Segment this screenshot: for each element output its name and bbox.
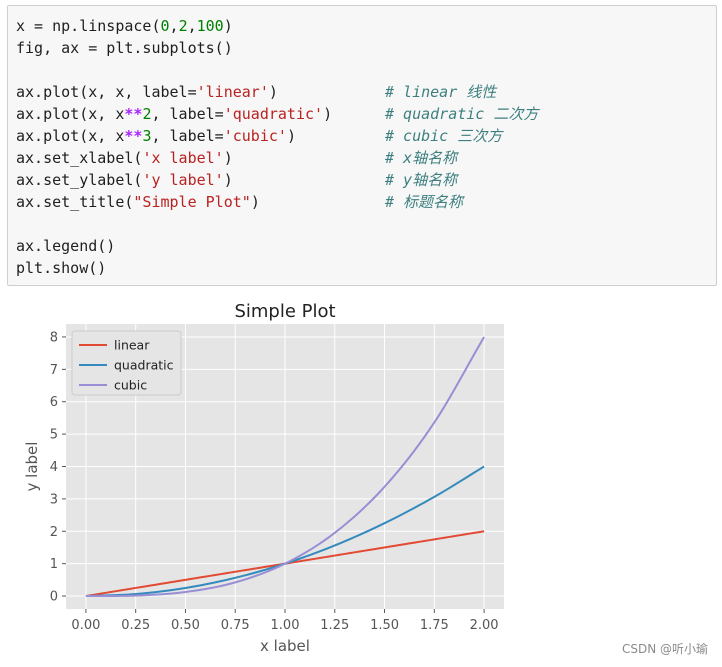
code-comment: # 标题名称: [385, 193, 464, 211]
x-tick-label: 0.00: [71, 618, 100, 633]
y-tick-label: 8: [50, 330, 58, 345]
code-cell[interactable]: x = np.linspace(0,2,100) fig, ax = plt.su…: [7, 5, 717, 286]
code-text: fig, ax = plt.subplots(): [16, 39, 233, 57]
x-tick-label: 1.50: [370, 618, 399, 633]
code-text: ax.plot(x, x**3, label='cubic'): [16, 127, 296, 145]
code-comment: # y轴名称: [385, 171, 458, 189]
y-tick-label: 3: [50, 492, 58, 507]
x-tick-label: 0.25: [121, 618, 150, 633]
chart-title: Simple Plot: [234, 301, 335, 322]
code-comment: # cubic 三次方: [385, 127, 503, 145]
x-tick-label: 0.50: [171, 618, 200, 633]
y-tick-label: 6: [50, 395, 58, 410]
legend-box: [71, 330, 182, 396]
code-text: ax.set_ylabel('y label'): [16, 171, 233, 189]
code-text: x = np.linspace(0,2,100): [16, 17, 233, 35]
code-text: ax.set_title("Simple Plot"): [16, 193, 260, 211]
code-comment: # quadratic 二次方: [385, 105, 539, 123]
y-axis-label: y label: [23, 442, 41, 492]
y-tick-label: 1: [50, 557, 58, 572]
y-tick-label: 5: [50, 428, 58, 443]
y-tick-label: 7: [50, 363, 58, 378]
code-text: plt.show(): [16, 259, 107, 277]
code-comment: # x轴名称: [385, 149, 458, 167]
code-text: ax.set_xlabel('x label'): [16, 149, 233, 167]
x-tick-label: 1.25: [320, 618, 349, 633]
x-tick-label: 2.00: [470, 618, 499, 633]
legend-label-linear: linear: [114, 338, 150, 353]
y-tick-label: 4: [50, 460, 58, 475]
code-text: ax.plot(x, x**2, label='quadratic'): [16, 105, 333, 123]
watermark-text: CSDN @听小瑜: [621, 642, 708, 656]
code-comment: # linear 线性: [385, 83, 497, 101]
x-tick-label: 1.00: [271, 618, 300, 633]
code-text: ax.plot(x, x, label='linear'): [16, 83, 278, 101]
x-tick-label: 1.75: [420, 618, 449, 633]
x-tick-label: 0.75: [221, 618, 250, 633]
code-text: ax.legend(): [16, 237, 116, 255]
legend-label-cubic: cubic: [114, 378, 147, 393]
series-line-cubic: [85, 336, 485, 598]
x-axis-label: x label: [260, 637, 310, 655]
simple-plot-figure: 0.00 0.25 0.50 0.75 1.00 1.25 1.50 1.75 2.00 0 1 2 3…: [23, 301, 504, 655]
y-tick-label: 0: [50, 590, 58, 605]
y-tick-label: 2: [50, 525, 58, 540]
legend-label-quadratic: quadratic: [114, 358, 174, 373]
